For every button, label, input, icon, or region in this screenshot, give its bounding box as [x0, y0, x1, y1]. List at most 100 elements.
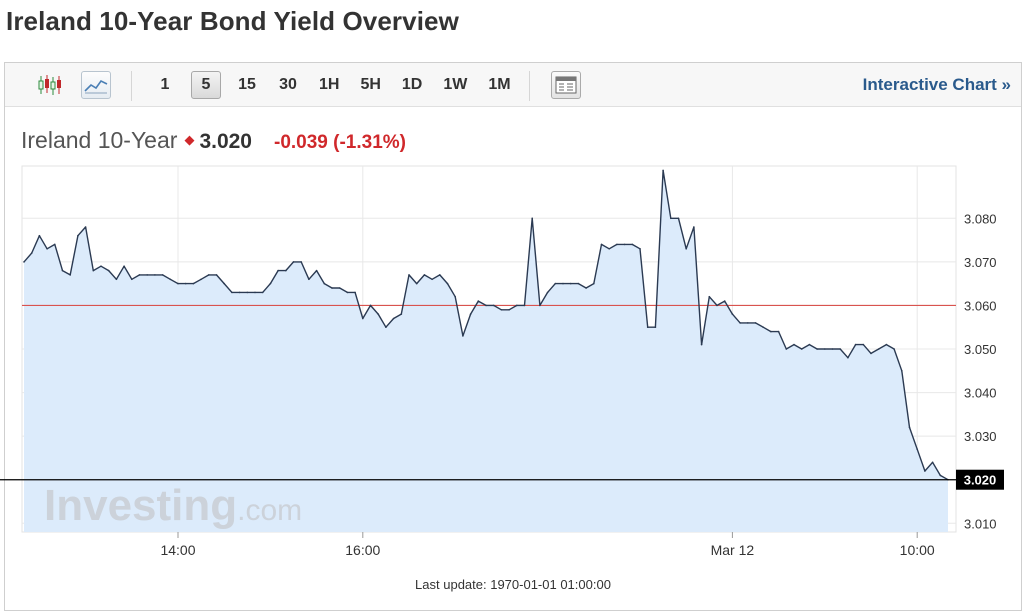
data-point — [377, 313, 380, 315]
data-point — [754, 322, 757, 324]
line-chart-icon[interactable] — [81, 71, 111, 99]
data-point — [700, 343, 703, 346]
last-price: 3.020 — [199, 130, 252, 153]
data-point — [54, 243, 56, 246]
data-point — [69, 274, 71, 276]
yield-area — [24, 170, 948, 532]
data-point — [577, 282, 580, 285]
data-point — [23, 261, 25, 263]
data-point — [115, 278, 118, 281]
last-value-label: 3.020 — [964, 473, 997, 488]
data-point — [677, 217, 680, 220]
data-point — [184, 282, 187, 285]
timeframe-1w[interactable]: 1W — [443, 76, 468, 93]
data-point — [585, 287, 587, 289]
data-point — [292, 261, 295, 263]
data-point — [385, 326, 387, 329]
data-point — [877, 348, 880, 350]
data-point — [177, 282, 179, 285]
data-point — [77, 234, 79, 237]
data-point — [847, 356, 849, 359]
y-tick-label: 3.050 — [964, 342, 997, 357]
data-point — [300, 261, 303, 263]
data-point — [631, 243, 634, 246]
data-point — [616, 243, 618, 246]
data-point — [739, 322, 741, 324]
timeframe-1h[interactable]: 1H — [319, 76, 340, 93]
data-point — [646, 326, 649, 329]
data-point — [400, 313, 403, 315]
x-tick-label: Mar 12 — [711, 542, 755, 558]
data-point — [131, 278, 133, 281]
price-change: -0.039 (-1.31%) — [274, 132, 407, 153]
data-point — [716, 304, 718, 307]
data-point — [315, 269, 318, 272]
data-point — [569, 282, 572, 285]
data-point — [462, 335, 464, 337]
data-point — [731, 313, 734, 315]
interactive-chart-link[interactable]: Interactive Chart » — [862, 75, 1011, 94]
timeframe-30[interactable]: 30 — [279, 76, 297, 93]
timeframe-1d[interactable]: 1D — [401, 76, 423, 93]
data-point — [30, 252, 33, 254]
data-point — [408, 274, 410, 276]
data-point — [431, 278, 433, 281]
data-point — [785, 348, 788, 350]
data-point — [154, 274, 156, 276]
data-point — [446, 282, 449, 285]
toolbar-divider — [529, 71, 530, 101]
data-point — [723, 300, 726, 302]
data-point — [285, 269, 287, 272]
data-point — [123, 265, 125, 268]
timeframe-1m[interactable]: 1M — [488, 76, 511, 93]
data-point — [346, 291, 349, 294]
timeframe-selector: 1 5 15 30 1H 5H 1D 1W 1M — [150, 71, 527, 99]
data-point — [600, 243, 603, 246]
data-point — [362, 317, 364, 320]
data-point — [215, 274, 218, 276]
data-point — [231, 291, 233, 294]
last-update: Last update: 1970-01-01 01:00:00 — [415, 577, 611, 592]
data-point — [477, 300, 480, 302]
data-point — [870, 352, 872, 355]
data-point — [485, 304, 487, 307]
data-point — [670, 217, 672, 220]
timeframe-5h[interactable]: 5H — [360, 76, 381, 93]
data-point — [808, 343, 811, 346]
data-point — [500, 309, 503, 311]
data-point — [516, 304, 518, 307]
page-title: Ireland 10-Year Bond Yield Overview — [6, 6, 459, 36]
y-tick-label: 3.010 — [964, 516, 997, 531]
data-point — [800, 348, 803, 350]
data-point — [277, 269, 279, 272]
data-point — [523, 304, 526, 307]
down-arrow-icon: ◆ — [184, 132, 195, 147]
data-point — [562, 282, 564, 285]
data-point — [423, 274, 426, 276]
chart-toolbar: 1 5 15 30 1H 5H 1D 1W 1M Interactive Cha — [5, 63, 1021, 107]
x-tick-label: 10:00 — [900, 542, 935, 558]
candlestick-chart-icon[interactable] — [35, 71, 65, 99]
quote-header: Ireland 10-Year ◆ 3.020 -0.039 (-1.31%) — [21, 127, 406, 154]
watermark-logo: Investing.com — [44, 481, 302, 530]
data-point — [223, 282, 225, 285]
timeframe-1[interactable]: 1 — [160, 76, 170, 93]
data-point — [61, 269, 64, 272]
data-point — [816, 348, 818, 350]
data-point — [269, 282, 272, 285]
timeframe-15[interactable]: 15 — [238, 76, 256, 93]
data-point — [161, 274, 164, 276]
data-point — [492, 304, 495, 307]
data-point — [908, 426, 911, 429]
data-point — [246, 291, 249, 294]
toolbar-divider — [131, 71, 132, 101]
data-point — [593, 282, 595, 285]
data-point — [354, 291, 356, 294]
data-point — [770, 330, 772, 333]
data-point — [84, 226, 87, 228]
data-panel-icon[interactable] — [551, 71, 581, 99]
data-point — [662, 169, 664, 172]
timeframe-5[interactable]: 5 — [191, 71, 221, 99]
data-point — [639, 248, 641, 250]
